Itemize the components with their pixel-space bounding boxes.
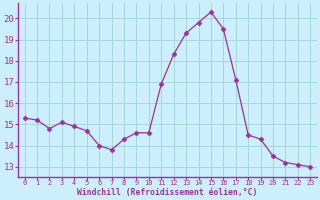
X-axis label: Windchill (Refroidissement éolien,°C): Windchill (Refroidissement éolien,°C): [77, 188, 258, 197]
